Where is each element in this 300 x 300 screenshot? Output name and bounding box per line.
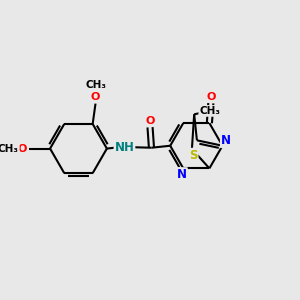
Text: CH₃: CH₃ xyxy=(85,80,106,90)
Text: O: O xyxy=(91,92,100,102)
Text: O: O xyxy=(206,92,215,102)
Text: CH₃: CH₃ xyxy=(0,144,19,154)
Text: O: O xyxy=(18,144,27,154)
Text: O: O xyxy=(146,116,155,126)
Text: CH₃: CH₃ xyxy=(199,106,220,116)
Text: S: S xyxy=(189,149,198,162)
Text: N: N xyxy=(177,168,187,181)
Text: NH: NH xyxy=(115,141,134,154)
Text: N: N xyxy=(221,134,231,147)
